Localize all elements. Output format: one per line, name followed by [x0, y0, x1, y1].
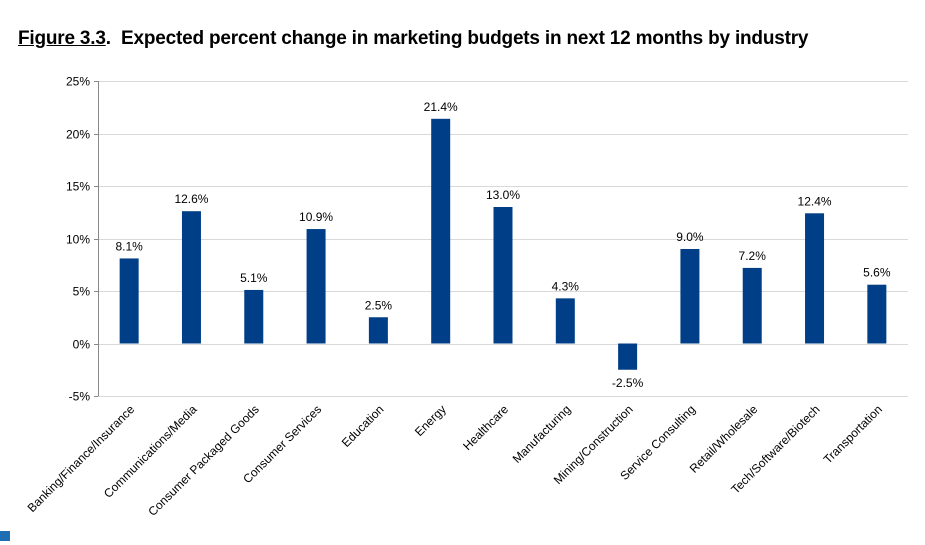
bar: [867, 284, 887, 344]
bar: [244, 289, 264, 344]
y-tick-label: 5%: [73, 285, 91, 299]
bar: [181, 211, 201, 344]
y-tick-label: 15%: [66, 180, 90, 194]
bar: [493, 207, 513, 344]
category-label: Manufacturing: [510, 402, 574, 466]
figure-title: Expected percent change in marketing bud…: [121, 28, 809, 49]
x-axis-categories: Banking/Finance/InsuranceCommunications/…: [25, 402, 885, 519]
corner-marker: [0, 531, 10, 541]
y-tick-label: 20%: [66, 128, 90, 142]
data-label: -2.5%: [612, 376, 644, 390]
data-label: 9.0%: [676, 230, 704, 244]
bar: [431, 118, 451, 344]
data-label: 12.6%: [174, 192, 208, 206]
bar: [680, 249, 700, 344]
bar: [555, 298, 575, 344]
y-tick-label: 0%: [73, 338, 91, 352]
gridlines: [98, 81, 908, 397]
data-label: 7.2%: [739, 249, 767, 263]
data-labels: 8.1% 12.6% 5.1% 10.9% 2.5% 21.4% 13.0% 4.3% -2.5…: [115, 100, 890, 390]
data-label: 5.6%: [863, 266, 891, 280]
bar: [805, 213, 825, 344]
category-label: Energy: [412, 402, 449, 439]
y-tick-label: 25%: [66, 75, 90, 89]
category-label: Transportation: [821, 402, 885, 466]
data-label: 8.1%: [115, 239, 143, 253]
data-label: 10.9%: [299, 210, 333, 224]
bar: [618, 343, 638, 370]
bars: [119, 118, 887, 370]
chart-title: Figure 3.3. Expected percent change in m…: [18, 28, 808, 50]
y-axis: 25% 20% 15% 10% 5% 0% -5%: [66, 75, 99, 404]
bar: [119, 258, 139, 344]
data-label: 2.5%: [365, 298, 393, 312]
category-label: Consumer Packaged Goods: [145, 402, 261, 518]
bar: [306, 229, 326, 344]
y-tick-label: 10%: [66, 233, 90, 247]
bar: [368, 317, 388, 344]
bar: [742, 267, 762, 344]
figure-number: Figure 3.3: [18, 28, 106, 49]
data-label: 21.4%: [424, 100, 458, 114]
category-label: Healthcare: [460, 402, 511, 453]
data-label: 4.3%: [552, 279, 580, 293]
data-label: 12.4%: [798, 194, 832, 208]
category-label: Banking/Finance/Insurance: [25, 402, 138, 515]
y-tick-label: -5%: [69, 390, 91, 404]
category-label: Education: [339, 402, 387, 450]
data-label: 5.1%: [240, 271, 268, 285]
title-separator: .: [105, 28, 121, 49]
data-label: 13.0%: [486, 188, 520, 202]
